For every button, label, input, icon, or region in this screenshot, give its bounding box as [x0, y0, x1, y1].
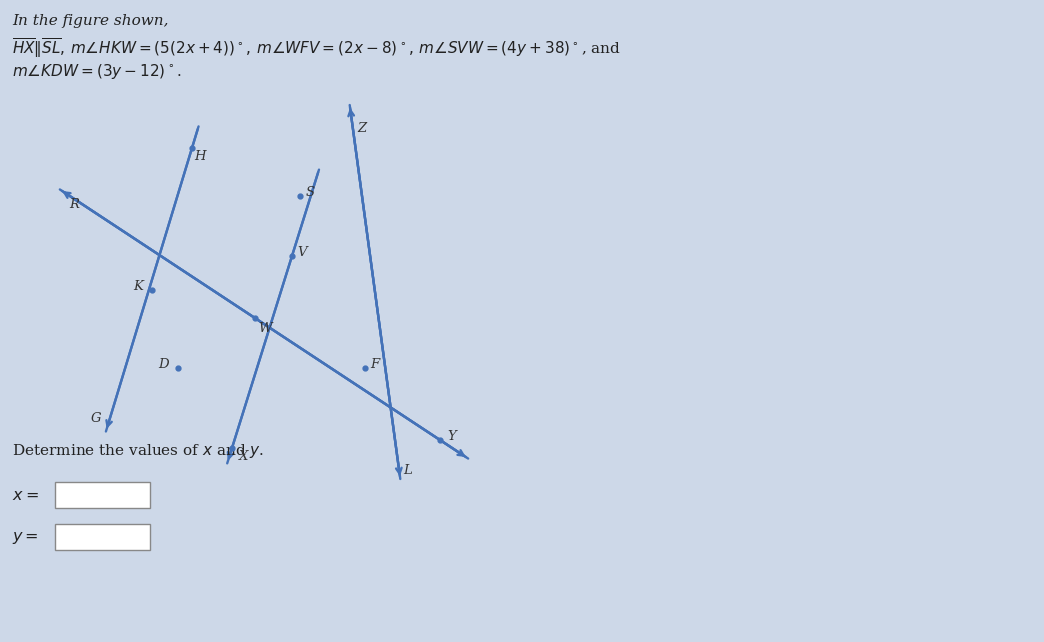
- Text: D: D: [159, 358, 169, 370]
- Text: $y =$: $y =$: [11, 529, 39, 546]
- Text: Determine the values of $x$ and $y$.: Determine the values of $x$ and $y$.: [11, 442, 264, 460]
- Text: Y: Y: [448, 429, 456, 442]
- Text: V: V: [298, 245, 307, 259]
- Text: L: L: [404, 464, 412, 476]
- Text: X: X: [239, 449, 248, 462]
- Text: Z: Z: [357, 121, 366, 135]
- Text: W: W: [258, 322, 271, 334]
- Text: R: R: [69, 198, 79, 211]
- Text: $m\angle KDW = (3y-12)^\circ$.: $m\angle KDW = (3y-12)^\circ$.: [11, 62, 182, 81]
- Text: $x =$: $x =$: [11, 487, 39, 504]
- FancyBboxPatch shape: [55, 524, 150, 550]
- Text: In the figure shown,: In the figure shown,: [11, 14, 168, 28]
- Text: F: F: [371, 358, 380, 370]
- Text: $\overline{HX} \| \overline{SL}$$,\,m\angle HKW = (5(2x+4))^\circ,\,m\angle WFV : $\overline{HX} \| \overline{SL}$$,\,m\an…: [11, 36, 621, 60]
- Text: G: G: [91, 412, 101, 424]
- Text: H: H: [194, 150, 206, 162]
- Text: K: K: [133, 279, 143, 293]
- Text: S: S: [306, 186, 314, 198]
- FancyBboxPatch shape: [55, 482, 150, 508]
